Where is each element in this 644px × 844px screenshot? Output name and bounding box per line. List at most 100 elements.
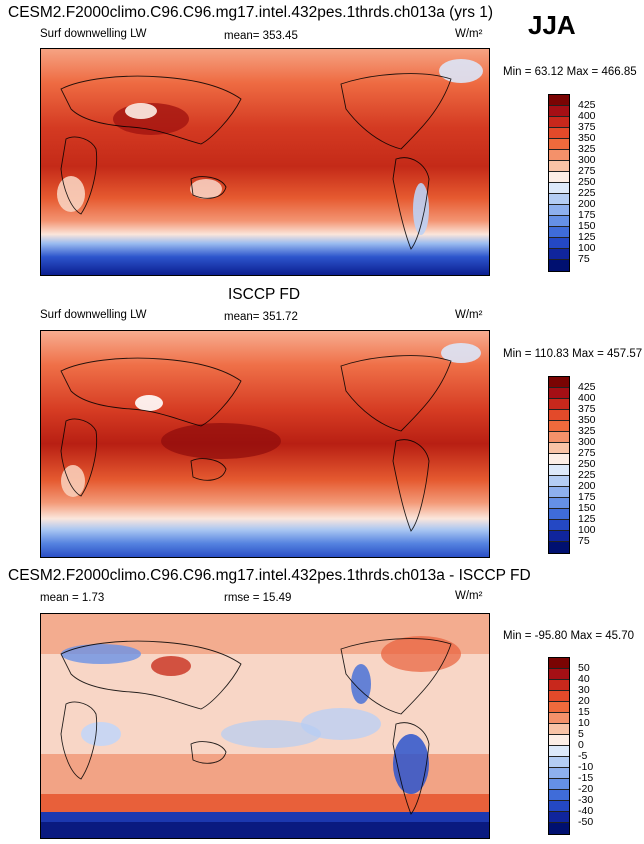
colorbar-tick-label: 100 bbox=[578, 242, 596, 254]
colorbar-tick-label: 325 bbox=[578, 425, 596, 437]
colorbar-tick-label: 275 bbox=[578, 165, 596, 177]
panel2-units: W/m² bbox=[455, 309, 483, 321]
panel1-title: CESM2.F2000climo.C96.C96.mg17.intel.432p… bbox=[8, 4, 494, 21]
colorbar-swatch bbox=[549, 531, 569, 542]
colorbar-tick-label: 425 bbox=[578, 99, 596, 111]
colorbar-tick-label: -40 bbox=[578, 805, 594, 817]
colorbar-swatch bbox=[549, 669, 569, 680]
colorbar-swatch bbox=[549, 768, 569, 779]
colorbar-swatch bbox=[549, 691, 569, 702]
colorbar-tick-label: 10 bbox=[578, 717, 590, 729]
colorbar-swatch bbox=[549, 432, 569, 443]
colorbar-swatch bbox=[549, 421, 569, 432]
panel3-minmax: Min = -95.80 Max = 45.70 bbox=[503, 630, 635, 642]
colorbar-tick-label: 15 bbox=[578, 706, 590, 718]
colorbar-tick-label: -10 bbox=[578, 761, 594, 773]
panel2-variable-label: Surf downwelling LW bbox=[40, 309, 147, 321]
colorbar-tick-label: 40 bbox=[578, 673, 590, 685]
colorbar-tick-label: 375 bbox=[578, 403, 596, 415]
colorbar-tick-label: 100 bbox=[578, 524, 596, 536]
colorbar-swatch bbox=[549, 779, 569, 790]
colorbar-swatch bbox=[549, 520, 569, 531]
colorbar-swatch bbox=[549, 95, 569, 106]
colorbar-swatch bbox=[549, 249, 569, 260]
colorbar-swatch bbox=[549, 205, 569, 216]
colorbar-tick-label: 300 bbox=[578, 154, 596, 166]
colorbar-tick-label: -5 bbox=[578, 750, 588, 762]
colorbar-swatch bbox=[549, 216, 569, 227]
colorbar-swatch bbox=[549, 476, 569, 487]
colorbar-tick-label: 250 bbox=[578, 176, 596, 188]
colorbar-tick-label: 20 bbox=[578, 695, 590, 707]
colorbar-swatch bbox=[549, 128, 569, 139]
colorbar-swatch bbox=[549, 812, 569, 823]
panel2-colorbar bbox=[548, 376, 570, 554]
colorbar-swatch bbox=[549, 161, 569, 172]
colorbar-swatch bbox=[549, 260, 569, 271]
colorbar-swatch bbox=[549, 746, 569, 757]
colorbar-swatch bbox=[549, 454, 569, 465]
colorbar-swatch bbox=[549, 238, 569, 249]
colorbar-tick-label: 325 bbox=[578, 143, 596, 155]
colorbar-tick-label: 400 bbox=[578, 110, 596, 122]
colorbar-tick-label: 350 bbox=[578, 132, 596, 144]
colorbar-swatch bbox=[549, 139, 569, 150]
colorbar-swatch bbox=[549, 702, 569, 713]
colorbar-tick-label: -50 bbox=[578, 816, 594, 828]
colorbar-swatch bbox=[549, 377, 569, 388]
colorbar-swatch bbox=[549, 465, 569, 476]
panel2-title: ISCCP FD bbox=[228, 286, 301, 303]
colorbar-tick-label: 425 bbox=[578, 381, 596, 393]
panel3-colorbar bbox=[548, 657, 570, 835]
colorbar-swatch bbox=[549, 680, 569, 691]
panel1-minmax: Min = 63.12 Max = 466.85 bbox=[503, 66, 637, 78]
colorbar-tick-label: 75 bbox=[578, 253, 590, 265]
panel1-map bbox=[40, 48, 490, 276]
panel2-map bbox=[40, 330, 490, 558]
panel2-minmax: Min = 110.83 Max = 457.57 bbox=[503, 348, 643, 360]
colorbar-swatch bbox=[549, 227, 569, 238]
colorbar-swatch bbox=[549, 542, 569, 553]
colorbar-swatch bbox=[549, 388, 569, 399]
panel2-mean-label: mean= 351.72 bbox=[224, 311, 298, 323]
colorbar-tick-label: 30 bbox=[578, 684, 590, 696]
colorbar-swatch bbox=[549, 757, 569, 768]
colorbar-tick-label: 350 bbox=[578, 414, 596, 426]
colorbar-swatch bbox=[549, 658, 569, 669]
colorbar-tick-label: 250 bbox=[578, 458, 596, 470]
colorbar-swatch bbox=[549, 487, 569, 498]
colorbar-swatch bbox=[549, 117, 569, 128]
colorbar-swatch bbox=[549, 498, 569, 509]
colorbar-swatch bbox=[549, 735, 569, 746]
colorbar-tick-label: -15 bbox=[578, 772, 594, 784]
colorbar-swatch bbox=[549, 790, 569, 801]
colorbar-tick-label: -20 bbox=[578, 783, 594, 795]
panel1-variable-label: Surf downwelling LW bbox=[40, 28, 147, 40]
colorbar-tick-label: 200 bbox=[578, 198, 596, 210]
panel3-rmse-label: rmse = 15.49 bbox=[224, 592, 292, 604]
colorbar-tick-label: 125 bbox=[578, 513, 596, 525]
colorbar-tick-label: 375 bbox=[578, 121, 596, 133]
colorbar-tick-label: 5 bbox=[578, 728, 584, 740]
panel1-units: W/m² bbox=[455, 28, 483, 40]
colorbar-swatch bbox=[549, 443, 569, 454]
colorbar-swatch bbox=[549, 106, 569, 117]
panel1-mean-label: mean= 353.45 bbox=[224, 30, 298, 42]
colorbar-swatch bbox=[549, 823, 569, 834]
colorbar-tick-label: 0 bbox=[578, 739, 584, 751]
colorbar-swatch bbox=[549, 194, 569, 205]
colorbar-swatch bbox=[549, 724, 569, 735]
colorbar-swatch bbox=[549, 801, 569, 812]
colorbar-swatch bbox=[549, 713, 569, 724]
colorbar-swatch bbox=[549, 150, 569, 161]
colorbar-tick-label: 50 bbox=[578, 662, 590, 674]
colorbar-tick-label: 300 bbox=[578, 436, 596, 448]
colorbar-swatch bbox=[549, 183, 569, 194]
colorbar-tick-label: 225 bbox=[578, 469, 596, 481]
colorbar-tick-label: 150 bbox=[578, 502, 596, 514]
colorbar-tick-label: 200 bbox=[578, 480, 596, 492]
colorbar-swatch bbox=[549, 509, 569, 520]
panel3-map bbox=[40, 613, 490, 839]
colorbar-tick-label: 400 bbox=[578, 392, 596, 404]
colorbar-tick-label: 75 bbox=[578, 535, 590, 547]
